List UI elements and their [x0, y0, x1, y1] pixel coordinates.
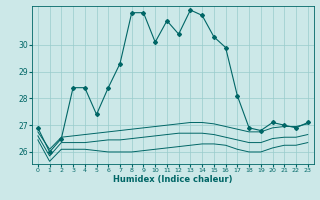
X-axis label: Humidex (Indice chaleur): Humidex (Indice chaleur)	[113, 175, 233, 184]
